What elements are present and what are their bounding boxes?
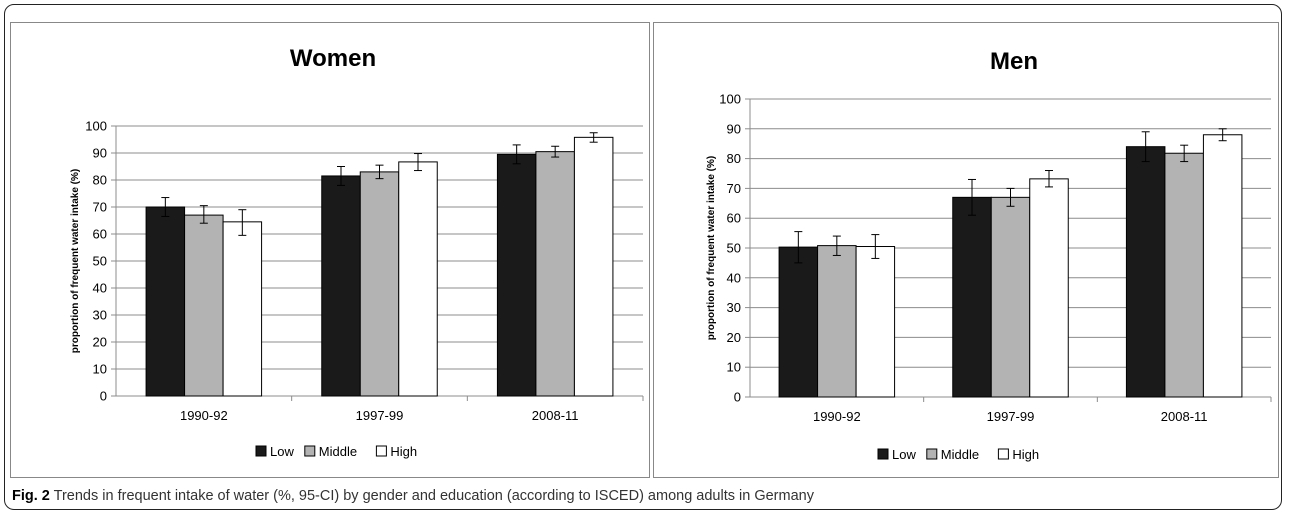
legend-swatch-low bbox=[255, 445, 267, 457]
chart-title: Women bbox=[290, 45, 376, 72]
x-tick-label: 1997-99 bbox=[987, 409, 1035, 424]
y-tick-label: 20 bbox=[727, 330, 741, 345]
y-axis-label: proportion of frequent water intake (%) bbox=[706, 156, 717, 340]
y-tick-label: 80 bbox=[93, 173, 107, 188]
bar-high bbox=[855, 246, 896, 398]
y-tick-label: 40 bbox=[93, 281, 107, 296]
caption-text: Trends in frequent intake of water (%, 9… bbox=[53, 488, 814, 504]
x-tick-label: 2008-11 bbox=[532, 408, 579, 423]
bar-high bbox=[1029, 178, 1069, 398]
y-tick-label: 90 bbox=[93, 146, 107, 161]
y-tick-label: 0 bbox=[734, 390, 741, 405]
y-tick-label: 50 bbox=[93, 254, 107, 269]
chart-panel-women: Women 0 10 20 30 40 50 60 70 80 90 100 proportion of… bbox=[10, 22, 650, 478]
bar-high bbox=[222, 221, 263, 397]
y-tick-label: 60 bbox=[727, 211, 741, 226]
chart-women: Women 0 10 20 30 40 50 60 70 80 90 100 proportion of… bbox=[70, 45, 644, 459]
y-tick-label: 70 bbox=[727, 181, 741, 196]
bar-high bbox=[1202, 134, 1243, 398]
figure-frame bbox=[4, 4, 1282, 510]
bar-high bbox=[398, 161, 438, 397]
y-tick-label: 60 bbox=[93, 227, 107, 242]
bar-middle bbox=[535, 151, 575, 397]
legend-swatch-high bbox=[375, 445, 387, 457]
y-tick-label: 80 bbox=[727, 151, 741, 166]
bar-middle bbox=[817, 245, 857, 398]
x-tick-label: 1990-92 bbox=[813, 409, 861, 424]
bar-middle bbox=[184, 214, 224, 397]
y-tick-label: 20 bbox=[93, 335, 107, 350]
legend-label-low: Low bbox=[270, 444, 294, 459]
y-tick-label: 100 bbox=[85, 119, 107, 134]
chart-panel-men: Men 0 10 20 30 40 50 60 70 80 90 100 proportion of f… bbox=[653, 22, 1279, 478]
y-tick-label: 10 bbox=[93, 362, 107, 377]
legend-label-low: Low bbox=[892, 447, 916, 462]
bar-low bbox=[778, 246, 819, 398]
legend-label-high: High bbox=[390, 444, 417, 459]
bar-low bbox=[952, 196, 992, 398]
bar-low bbox=[321, 175, 361, 397]
bar-middle bbox=[1164, 152, 1204, 398]
x-tick-label: 1990-92 bbox=[180, 408, 228, 423]
x-tick-label: 2008-11 bbox=[1161, 409, 1208, 424]
y-tick-label: 30 bbox=[727, 300, 741, 315]
y-tick-label: 10 bbox=[727, 360, 741, 375]
y-tick-label: 30 bbox=[93, 308, 107, 323]
bar-middle bbox=[359, 171, 400, 397]
bar-middle bbox=[990, 196, 1031, 398]
y-tick-label: 50 bbox=[727, 241, 741, 256]
legend-swatch-low bbox=[877, 448, 889, 460]
figure-caption: Fig. 2 Trends in frequent intake of wate… bbox=[12, 488, 814, 504]
legend-label-high: High bbox=[1012, 447, 1039, 462]
x-tick-label: 1997-99 bbox=[356, 408, 404, 423]
y-axis-label: proportion of frequent water intake (%) bbox=[70, 169, 81, 353]
legend-swatch-middle bbox=[304, 445, 316, 457]
chart-men: Men 0 10 20 30 40 50 60 70 80 90 100 proportion of f… bbox=[706, 48, 1272, 462]
caption-label: Fig. 2 bbox=[12, 488, 50, 504]
legend-swatch-high bbox=[997, 448, 1009, 460]
legend-label-middle: Middle bbox=[319, 444, 357, 459]
legend-swatch-middle bbox=[926, 448, 938, 460]
bar-low bbox=[496, 153, 537, 397]
chart-title: Men bbox=[990, 48, 1038, 75]
bar-low bbox=[145, 206, 186, 397]
y-tick-label: 0 bbox=[100, 389, 107, 404]
y-tick-label: 40 bbox=[727, 270, 741, 285]
y-tick-label: 90 bbox=[727, 121, 741, 136]
bar-high bbox=[573, 136, 614, 397]
bar-low bbox=[1125, 146, 1166, 398]
y-tick-label: 70 bbox=[93, 200, 107, 215]
y-tick-label: 100 bbox=[719, 92, 741, 107]
legend-label-middle: Middle bbox=[941, 447, 979, 462]
